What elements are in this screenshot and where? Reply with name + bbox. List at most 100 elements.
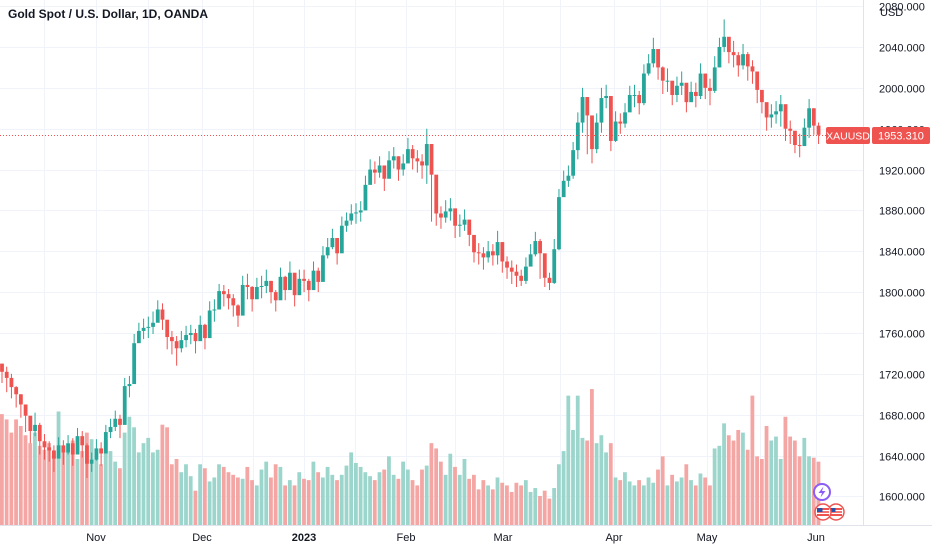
candle[interactable]: [745, 52, 750, 81]
candle[interactable]: [618, 113, 623, 134]
candle[interactable]: [363, 175, 368, 211]
candle[interactable]: [571, 141, 576, 179]
candle[interactable]: [283, 275, 288, 301]
candle[interactable]: [47, 441, 52, 462]
candle[interactable]: [330, 228, 335, 250]
candle[interactable]: [802, 118, 807, 147]
candle[interactable]: [623, 103, 627, 128]
candle[interactable]: [547, 272, 552, 291]
candle[interactable]: [741, 43, 745, 70]
candle[interactable]: [70, 438, 75, 466]
candle[interactable]: [89, 452, 94, 472]
candle[interactable]: [476, 243, 481, 265]
candle[interactable]: [207, 301, 212, 339]
us-flag-icon[interactable]: [814, 503, 832, 521]
candle[interactable]: [793, 130, 797, 154]
candle[interactable]: [712, 56, 717, 93]
candle[interactable]: [236, 304, 240, 327]
candle[interactable]: [141, 318, 146, 340]
candle[interactable]: [311, 261, 316, 291]
candle[interactable]: [344, 212, 349, 232]
candle[interactable]: [533, 231, 538, 257]
candle[interactable]: [273, 290, 278, 312]
candle[interactable]: [632, 84, 637, 108]
candle[interactable]: [760, 89, 764, 114]
candle[interactable]: [613, 111, 618, 142]
candle[interactable]: [495, 230, 500, 265]
candle[interactable]: [165, 319, 170, 350]
candle[interactable]: [736, 52, 741, 77]
candle[interactable]: [377, 156, 382, 178]
candle[interactable]: [434, 174, 439, 226]
candle[interactable]: [42, 434, 47, 460]
candle[interactable]: [646, 54, 651, 76]
lightning-icon[interactable]: [813, 483, 831, 501]
candle[interactable]: [693, 82, 698, 108]
candle[interactable]: [170, 330, 174, 355]
candle[interactable]: [103, 424, 108, 454]
candle[interactable]: [665, 68, 670, 92]
candle[interactable]: [127, 375, 132, 398]
candle[interactable]: [599, 87, 604, 133]
candle[interactable]: [519, 269, 524, 286]
candle[interactable]: [0, 363, 4, 384]
candle[interactable]: [264, 269, 269, 294]
candle[interactable]: [816, 122, 821, 145]
candle[interactable]: [269, 280, 273, 304]
candle[interactable]: [245, 273, 250, 300]
candle[interactable]: [94, 439, 99, 461]
candle[interactable]: [132, 334, 137, 385]
candle[interactable]: [146, 316, 151, 339]
candle[interactable]: [406, 137, 410, 164]
candle[interactable]: [174, 336, 179, 366]
candle[interactable]: [136, 322, 141, 344]
candle[interactable]: [542, 253, 547, 288]
candle[interactable]: [726, 36, 731, 64]
candle[interactable]: [321, 246, 325, 282]
candle[interactable]: [368, 159, 373, 185]
candle[interactable]: [755, 71, 760, 104]
candle[interactable]: [226, 289, 231, 310]
candle[interactable]: [561, 170, 566, 198]
candle[interactable]: [297, 269, 302, 296]
candle[interactable]: [764, 102, 769, 131]
candle[interactable]: [807, 99, 812, 138]
candle[interactable]: [415, 150, 420, 173]
candle[interactable]: [424, 128, 429, 184]
candle[interactable]: [490, 244, 495, 266]
candle[interactable]: [52, 445, 56, 472]
candle[interactable]: [151, 311, 155, 334]
candle[interactable]: [750, 60, 755, 84]
candle[interactable]: [278, 267, 283, 301]
candle[interactable]: [585, 97, 590, 155]
candle[interactable]: [528, 244, 533, 267]
candle[interactable]: [505, 256, 509, 279]
candle[interactable]: [108, 418, 113, 439]
candle[interactable]: [61, 440, 66, 465]
candle[interactable]: [184, 325, 188, 348]
candle[interactable]: [349, 204, 354, 225]
candle[interactable]: [552, 239, 557, 284]
candle[interactable]: [382, 165, 387, 191]
candle[interactable]: [203, 323, 207, 350]
candle[interactable]: [401, 154, 406, 176]
candle[interactable]: [453, 208, 458, 238]
candle[interactable]: [708, 78, 712, 106]
candle[interactable]: [354, 203, 358, 224]
candle[interactable]: [811, 108, 816, 135]
candle[interactable]: [316, 267, 321, 293]
candle[interactable]: [217, 283, 222, 310]
candle[interactable]: [302, 269, 306, 293]
candle[interactable]: [443, 200, 448, 223]
candle[interactable]: [420, 154, 424, 179]
candle[interactable]: [240, 275, 245, 316]
time-axis[interactable]: Nov Dec 2023 Feb Mar Apr May Jun: [86, 532, 825, 544]
candle[interactable]: [14, 386, 19, 408]
candle[interactable]: [608, 96, 613, 152]
price-axis[interactable]: 1600.000 1640.000 1680.000 1720.000 1760.000…: [879, 2, 925, 504]
candle[interactable]: [372, 161, 377, 184]
candle[interactable]: [566, 165, 571, 187]
candle[interactable]: [66, 435, 70, 455]
candle[interactable]: [557, 188, 561, 251]
event-icons[interactable]: [813, 483, 845, 521]
